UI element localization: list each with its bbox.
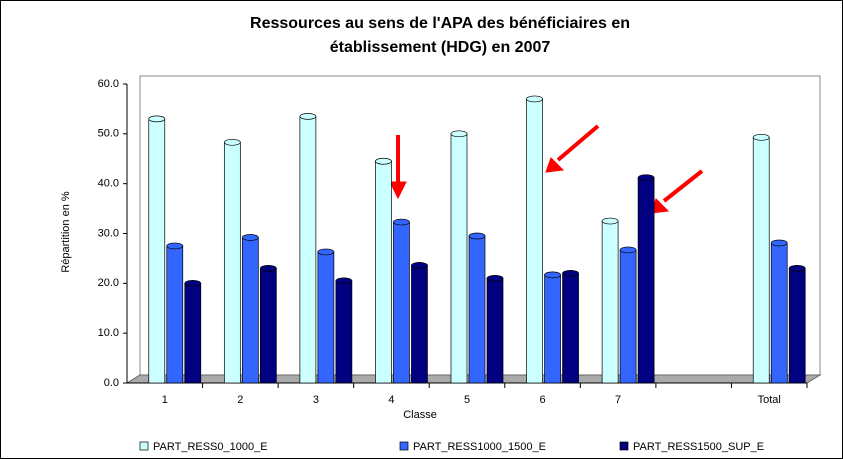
bar	[335, 280, 353, 384]
arrows	[389, 124, 704, 214]
bar	[223, 141, 241, 384]
legend-label: PART_RESS0_1000_E	[153, 441, 268, 453]
x-tick-label: 2	[237, 394, 243, 406]
bar	[450, 133, 468, 384]
bar-top	[619, 246, 637, 254]
bar-top	[788, 265, 806, 272]
chart-title: établissement (HDG) en 2007	[330, 39, 551, 56]
arrow-head	[389, 181, 407, 200]
bar	[619, 249, 637, 384]
bar-top	[393, 218, 410, 226]
legend-label: PART_RESS1500_SUP_E	[633, 441, 764, 453]
y-tick-label: 20.0	[98, 277, 119, 289]
bar-top	[526, 95, 543, 103]
bar-top	[544, 271, 561, 279]
bar	[184, 282, 202, 384]
bar	[317, 251, 335, 384]
bar	[562, 273, 579, 384]
bar-top	[335, 277, 353, 285]
bar	[468, 235, 486, 384]
bar-top	[317, 248, 335, 256]
bar-top	[259, 265, 277, 272]
bar	[637, 177, 655, 384]
bar	[166, 245, 184, 384]
bar	[375, 160, 392, 384]
legend-swatch	[619, 441, 629, 451]
bar	[148, 118, 166, 384]
y-tick-label: 10.0	[98, 327, 119, 339]
x-tick-label: 7	[615, 394, 621, 406]
bar	[788, 268, 806, 384]
arrow	[556, 124, 600, 162]
bar-top	[770, 239, 788, 247]
bar-top	[411, 262, 428, 269]
bar	[752, 136, 770, 384]
x-tick-label: 6	[539, 394, 545, 406]
bar-top	[375, 157, 392, 165]
x-tick-label: 5	[464, 394, 470, 406]
bar	[544, 274, 561, 384]
bar	[601, 220, 619, 384]
bar-top	[601, 217, 619, 225]
bar-top	[184, 279, 202, 287]
bar-top	[166, 242, 184, 250]
arrow	[662, 169, 704, 203]
bar-top	[223, 138, 241, 146]
y-tick-label: 30.0	[98, 227, 119, 239]
bar-top	[450, 130, 468, 138]
bar	[259, 268, 277, 384]
bar-top	[468, 232, 486, 240]
y-tick-label: 60.0	[98, 78, 119, 90]
bar-top	[299, 113, 317, 120]
bar	[241, 237, 259, 384]
bar	[486, 278, 504, 384]
chart-title: Ressources au sens de l'APA des bénéfici…	[250, 15, 630, 32]
bar	[770, 242, 788, 384]
x-tick-label: 4	[388, 394, 394, 406]
bar-top	[637, 174, 655, 182]
legend-swatch	[399, 441, 409, 451]
bar-top	[241, 234, 259, 241]
x-axis-label: Classe	[403, 409, 437, 421]
legend-swatch	[139, 441, 149, 451]
y-tick-label: 0.0	[104, 377, 119, 389]
y-axis-label: Répartition en %	[60, 191, 72, 273]
x-tick-label: Total	[758, 394, 781, 406]
bar	[299, 116, 317, 384]
arrow-head	[545, 157, 565, 173]
bar-top	[486, 275, 504, 282]
bar	[411, 265, 428, 384]
bar-top	[752, 133, 770, 141]
bar-top	[562, 270, 579, 277]
bar-top	[148, 115, 166, 123]
bar	[393, 221, 410, 384]
legend-label: PART_RESS1000_1500_E	[413, 441, 546, 453]
bar	[526, 98, 543, 384]
y-tick-label: 50.0	[98, 128, 119, 140]
x-tick-label: 3	[313, 394, 319, 406]
y-tick-label: 40.0	[98, 178, 119, 190]
x-tick-label: 1	[162, 394, 168, 406]
